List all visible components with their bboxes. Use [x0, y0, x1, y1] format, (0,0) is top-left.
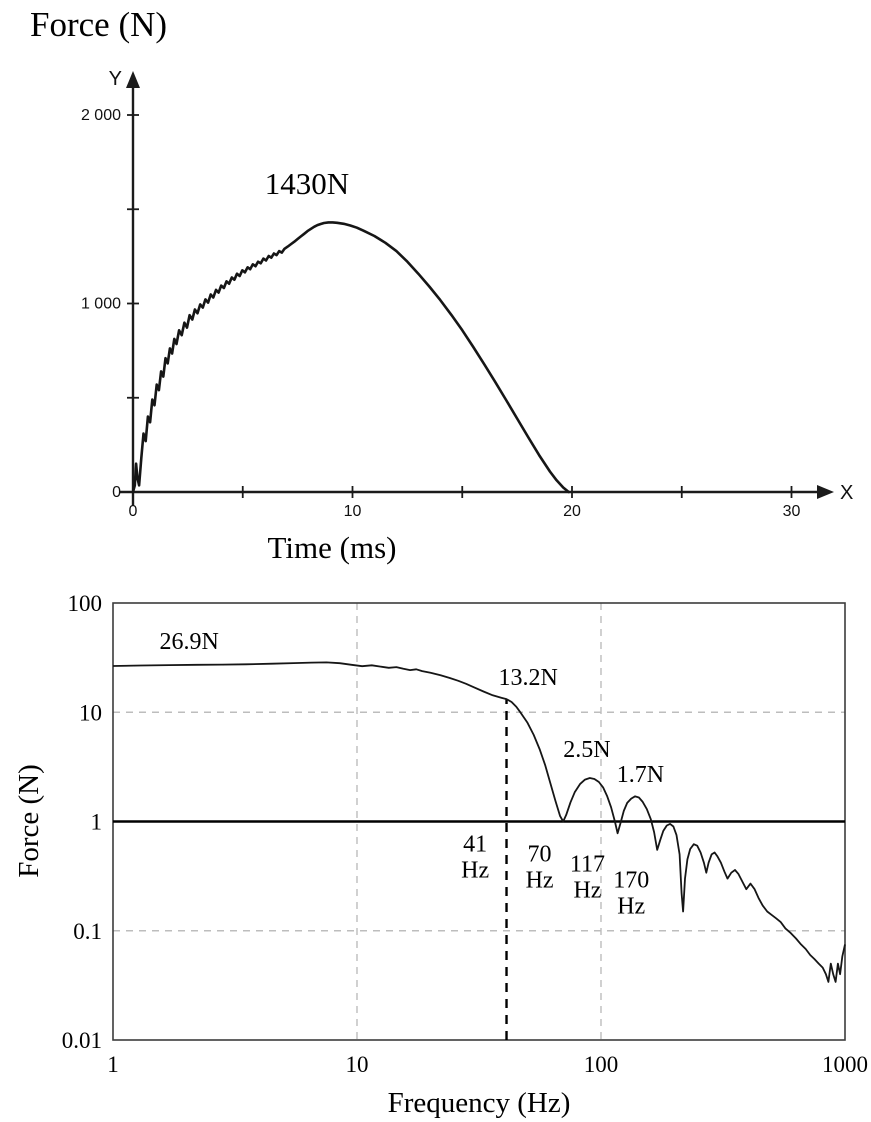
y-axis-arrow-icon: [126, 71, 140, 88]
spectrum-annotation: 26.9N: [159, 629, 218, 655]
x-axis-arrow-icon: [817, 485, 834, 499]
y-tick-label: 1 000: [81, 296, 121, 313]
y-tick-label: 0: [112, 484, 121, 501]
x-tick-label: 10: [344, 503, 362, 520]
time-chart-title: Force (N): [30, 5, 168, 44]
spectrum-curve: [112, 661, 846, 983]
x-tick-label: 10: [346, 1052, 369, 1077]
spectrum-xaxis-title: Frequency (Hz): [388, 1087, 571, 1119]
time-force-chart: Time (ms) Y X 0 10 20 30 0 1 000 2 000 1430N: [81, 68, 853, 565]
force-time-curve: [131, 221, 570, 494]
spectrum-annotation: 1.7N: [617, 762, 664, 788]
y-tick-label: 10: [79, 700, 102, 725]
y-tick-label: 0.01: [62, 1028, 102, 1053]
x-tick-label: 0: [129, 503, 138, 520]
time-plot: Y X 0 10 20 30 0 1 000 2 000 1430N: [81, 68, 853, 520]
spectrum-annotation: 170 Hz: [613, 867, 649, 919]
y-tick-label: 2 000: [81, 107, 121, 124]
spectrum-annotation: 41 Hz: [461, 832, 489, 884]
spectrum-plot: 1 10 100 1000 100 10 1 0.1 0.01 26.9N 13.2N 2.5N 1.7…: [62, 591, 868, 1077]
spectrum-annotation: 117 Hz: [570, 851, 605, 903]
y-tick-label: 100: [68, 591, 103, 616]
x-axis-letter: X: [840, 482, 853, 504]
time-chart-xaxis-title: Time (ms): [268, 530, 397, 565]
x-tick-label: 30: [783, 503, 801, 520]
spectrum-annotation: 13.2N: [498, 665, 557, 691]
y-axis-letter: Y: [109, 68, 122, 90]
spectrum-annotation: 2.5N: [563, 737, 610, 763]
peak-force-annotation: 1430N: [265, 166, 349, 201]
x-tick-label: 100: [584, 1052, 619, 1077]
spectrum-yaxis-title: Force (N): [13, 764, 45, 878]
x-tick-label: 1000: [822, 1052, 868, 1077]
spectrum-annotation: 70 Hz: [526, 842, 554, 894]
x-tick-label: 1: [107, 1052, 119, 1077]
y-tick-label: 0.1: [73, 919, 102, 944]
y-tick-label: 1: [91, 810, 103, 835]
x-tick-label: 20: [563, 503, 581, 520]
force-spectrum-chart: Force (N) Frequency (Hz) 1 10 100 100010010…: [13, 591, 868, 1119]
